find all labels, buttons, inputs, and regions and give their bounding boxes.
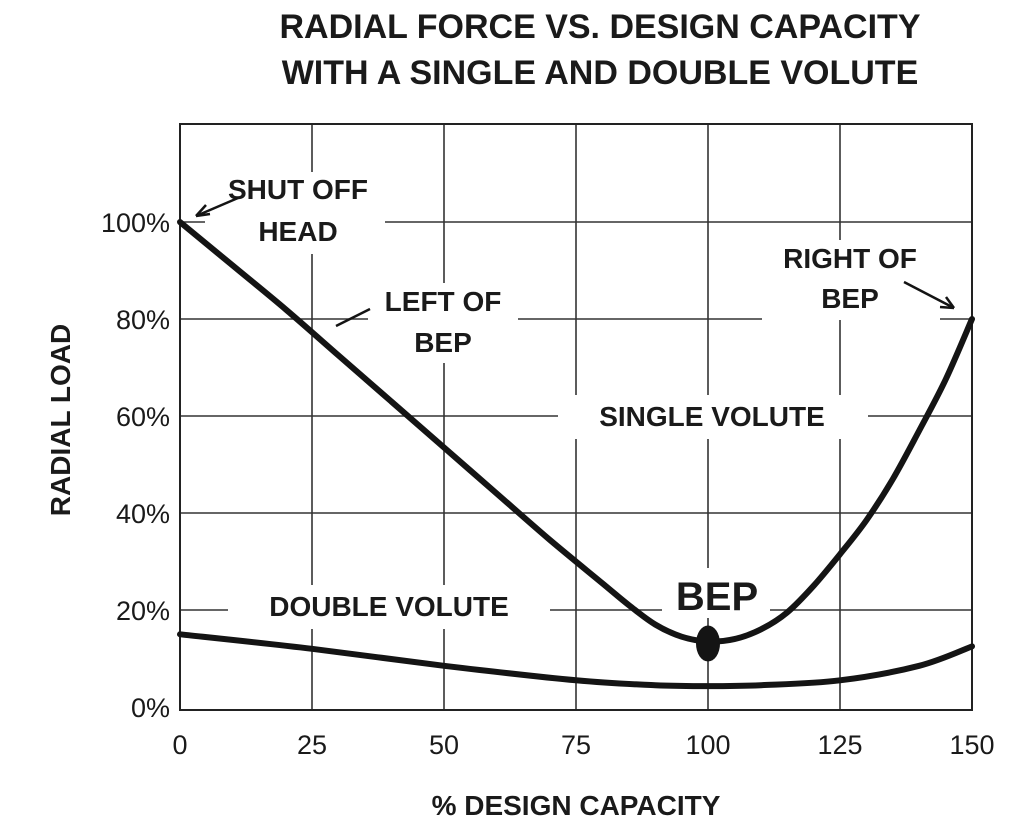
series-label-single-volute: SINGLE VOLUTE <box>599 401 825 432</box>
annotation-right-line-1: RIGHT OF <box>783 243 917 274</box>
y-tick-label: 80% <box>116 305 170 335</box>
x-tick-label: 75 <box>561 730 591 760</box>
series-double-volute-line <box>177 631 975 690</box>
x-tick-label: 0 <box>172 730 187 760</box>
annotation-shutoff-line-2: HEAD <box>258 216 337 247</box>
y-tick-label: 20% <box>116 596 170 626</box>
annotation-mask-single <box>558 395 868 439</box>
plot-frame <box>179 123 973 711</box>
arrowhead-right-of-bep <box>939 296 956 310</box>
series-label-double-volute: DOUBLE VOLUTE <box>269 591 509 622</box>
annotation-left-line-2: BEP <box>414 327 472 358</box>
series-single-volute-line <box>177 219 975 645</box>
annotation-right-line-2: BEP <box>821 283 879 314</box>
y-tick-label: 40% <box>116 499 170 529</box>
annotation-mask-bep <box>662 568 770 618</box>
arrow-right-of-bep <box>903 280 955 310</box>
y-axis-label: RADIAL LOAD <box>45 324 76 516</box>
y-tick-label: 60% <box>116 402 170 432</box>
annotation-shutoff-line-1: SHUT OFF <box>228 174 368 205</box>
annotation-mask-left <box>368 283 518 363</box>
chart-title-line-1: RADIAL FORCE VS. DESIGN CAPACITY <box>279 8 920 46</box>
annotation-mask-shutoff <box>205 172 385 254</box>
x-tick-label: 125 <box>817 730 862 760</box>
x-tick-labels: 0 25 50 75 100 125 150 <box>172 730 994 760</box>
arrow-left-of-bep <box>335 307 371 328</box>
annotation-mask-right <box>762 240 940 320</box>
arrowhead-shutoff <box>195 204 211 218</box>
y-tick-label: 100% <box>101 208 170 238</box>
x-tick-label: 50 <box>429 730 459 760</box>
x-tick-label: 150 <box>949 730 994 760</box>
bep-label: BEP <box>676 575 758 619</box>
x-tick-label: 25 <box>297 730 327 760</box>
annotation-mask-double <box>228 585 550 629</box>
x-tick-label: 100 <box>685 730 730 760</box>
y-tick-label: 0% <box>131 693 170 723</box>
arrow-shutoff <box>195 196 239 218</box>
y-tick-labels: 0% 20% 40% 60% 80% 100% <box>101 208 170 723</box>
annotation-left-line-1: LEFT OF <box>385 286 502 317</box>
x-axis-label: % DESIGN CAPACITY <box>432 790 721 821</box>
bep-point-marker <box>696 625 720 662</box>
chart-title-line-2: WITH A SINGLE AND DOUBLE VOLUTE <box>282 54 919 92</box>
